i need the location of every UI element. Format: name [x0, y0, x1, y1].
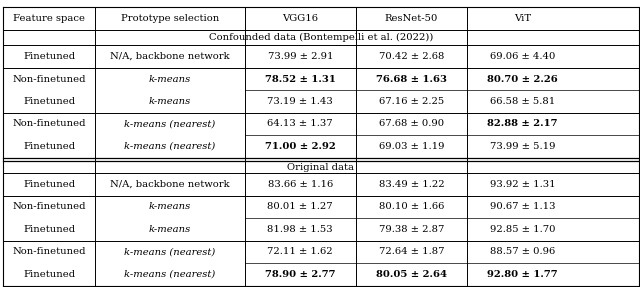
Text: Finetuned: Finetuned [23, 225, 76, 234]
Text: Finetuned: Finetuned [23, 142, 76, 151]
Text: 71.00 ± 2.92: 71.00 ± 2.92 [265, 142, 336, 151]
Text: Prototype selection: Prototype selection [121, 14, 219, 23]
Text: N/A, backbone network: N/A, backbone network [110, 180, 230, 189]
Text: 70.42 ± 2.68: 70.42 ± 2.68 [379, 52, 444, 61]
Text: 80.70 ± 2.26: 80.70 ± 2.26 [488, 75, 558, 84]
Text: Non-finetuned: Non-finetuned [13, 119, 86, 128]
Text: 92.85 ± 1.70: 92.85 ± 1.70 [490, 225, 556, 234]
Text: 88.57 ± 0.96: 88.57 ± 0.96 [490, 247, 556, 256]
Text: 67.16 ± 2.25: 67.16 ± 2.25 [379, 97, 444, 106]
Text: 79.38 ± 2.87: 79.38 ± 2.87 [379, 225, 444, 234]
Text: k-means (nearest): k-means (nearest) [124, 119, 216, 128]
Text: 78.90 ± 2.77: 78.90 ± 2.77 [265, 270, 335, 279]
Text: 69.06 ± 4.40: 69.06 ± 4.40 [490, 52, 556, 61]
Text: 73.99 ± 5.19: 73.99 ± 5.19 [490, 142, 556, 151]
Text: 64.13 ± 1.37: 64.13 ± 1.37 [268, 119, 333, 128]
Text: k-means: k-means [149, 97, 191, 106]
Text: 72.11 ± 1.62: 72.11 ± 1.62 [268, 247, 333, 256]
Text: 80.05 ± 2.64: 80.05 ± 2.64 [376, 270, 447, 279]
Text: 90.67 ± 1.13: 90.67 ± 1.13 [490, 203, 556, 212]
Text: Finetuned: Finetuned [23, 97, 76, 106]
Text: 69.03 ± 1.19: 69.03 ± 1.19 [379, 142, 444, 151]
Text: k-means: k-means [149, 203, 191, 212]
Text: Original data: Original data [287, 163, 355, 172]
Text: VGG16: VGG16 [282, 14, 318, 23]
Text: 81.98 ± 1.53: 81.98 ± 1.53 [268, 225, 333, 234]
Text: k-means (nearest): k-means (nearest) [124, 270, 216, 279]
Text: Finetuned: Finetuned [23, 180, 76, 189]
Text: 66.58 ± 5.81: 66.58 ± 5.81 [490, 97, 556, 106]
Text: Finetuned: Finetuned [23, 52, 76, 61]
Text: Non-finetuned: Non-finetuned [13, 247, 86, 256]
Text: Finetuned: Finetuned [23, 270, 76, 279]
Text: k-means (nearest): k-means (nearest) [124, 247, 216, 256]
Text: 76.68 ± 1.63: 76.68 ± 1.63 [376, 75, 447, 84]
Text: ResNet-50: ResNet-50 [385, 14, 438, 23]
Text: 67.68 ± 0.90: 67.68 ± 0.90 [379, 119, 444, 128]
Text: Non-finetuned: Non-finetuned [13, 75, 86, 84]
Text: 83.66 ± 1.16: 83.66 ± 1.16 [268, 180, 333, 189]
Text: 93.92 ± 1.31: 93.92 ± 1.31 [490, 180, 556, 189]
Text: 73.19 ± 1.43: 73.19 ± 1.43 [268, 97, 333, 106]
Text: 80.10 ± 1.66: 80.10 ± 1.66 [379, 203, 444, 212]
Text: ViT: ViT [514, 14, 531, 23]
Text: Non-finetuned: Non-finetuned [13, 203, 86, 212]
Text: k-means: k-means [149, 75, 191, 84]
Text: k-means (nearest): k-means (nearest) [124, 142, 216, 151]
Text: N/A, backbone network: N/A, backbone network [110, 52, 230, 61]
Text: Confounded data (Bontempelli et al. (2022)): Confounded data (Bontempelli et al. (202… [209, 33, 433, 42]
Text: k-means: k-means [149, 225, 191, 234]
Text: Feature space: Feature space [13, 14, 85, 23]
Text: 78.52 ± 1.31: 78.52 ± 1.31 [265, 75, 336, 84]
Text: 92.80 ± 1.77: 92.80 ± 1.77 [488, 270, 558, 279]
Text: 80.01 ± 1.27: 80.01 ± 1.27 [268, 203, 333, 212]
Text: 73.99 ± 2.91: 73.99 ± 2.91 [268, 52, 333, 61]
Text: 82.88 ± 2.17: 82.88 ± 2.17 [488, 119, 558, 128]
Text: 83.49 ± 1.22: 83.49 ± 1.22 [379, 180, 444, 189]
Text: 72.64 ± 1.87: 72.64 ± 1.87 [379, 247, 444, 256]
